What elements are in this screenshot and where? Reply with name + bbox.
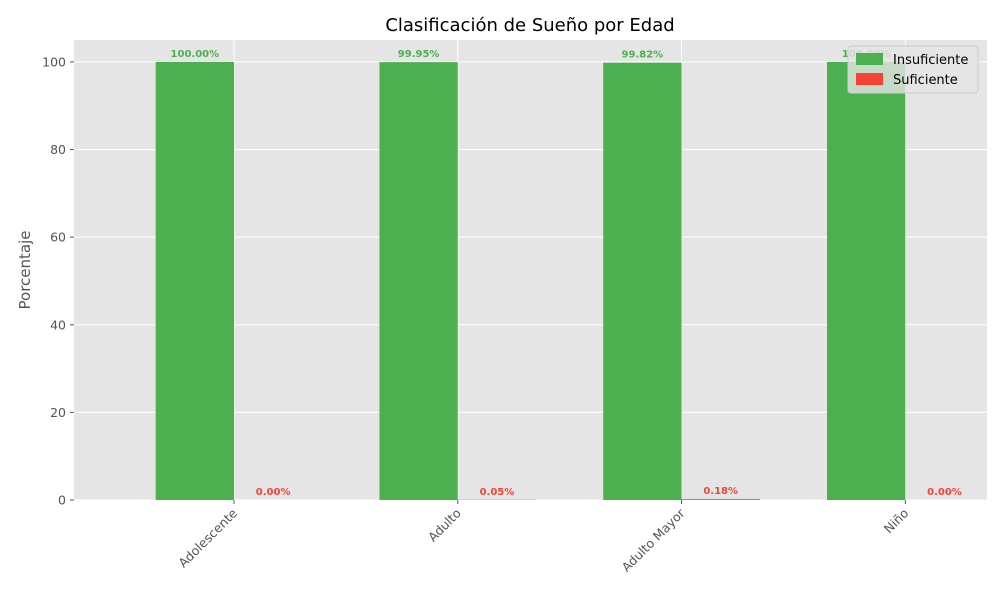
y-tick-label: 0: [58, 493, 66, 508]
data-label: 100.00%: [171, 49, 220, 60]
y-tick-label: 100: [42, 54, 66, 69]
bar-insuficiente: [379, 62, 458, 500]
bar-insuficiente: [827, 61, 906, 501]
bar-suficiente: [681, 499, 760, 500]
data-label: 0.18%: [703, 486, 738, 497]
legend: Insuficiente Suficiente: [847, 45, 979, 94]
legend-label: Suficiente: [893, 73, 958, 88]
chart-title: Clasificación de Sueño por Edad: [385, 15, 674, 36]
data-label: 0.05%: [480, 487, 515, 498]
y-tick-label: 20: [50, 405, 66, 420]
bars: [155, 61, 906, 501]
y-axis-label: Porcentaje: [16, 231, 34, 310]
x-tick-label: Adolescente: [175, 505, 240, 570]
y-tick-label: 60: [50, 230, 66, 245]
legend-label: Insuficiente: [893, 53, 968, 68]
data-label: 99.82%: [622, 50, 664, 61]
data-label: 0.00%: [927, 487, 962, 498]
bar-insuficiente: [155, 61, 234, 501]
y-axis-ticks: 0 20 40 60 80 100: [42, 54, 74, 508]
legend-swatch: [856, 73, 883, 85]
y-tick-label: 40: [50, 317, 66, 332]
x-tick-label: Adulto: [425, 506, 464, 545]
bar-insuficiente: [603, 62, 682, 501]
x-tick-label: Niño: [881, 506, 912, 537]
legend-swatch: [856, 53, 883, 65]
data-label: 99.95%: [398, 49, 440, 60]
x-axis-ticks: Adolescente Adulto Adulto Mayor Niño: [175, 500, 911, 575]
data-label: 0.00%: [256, 487, 291, 498]
y-tick-label: 80: [50, 142, 66, 157]
x-tick-label: Adulto Mayor: [619, 505, 689, 575]
